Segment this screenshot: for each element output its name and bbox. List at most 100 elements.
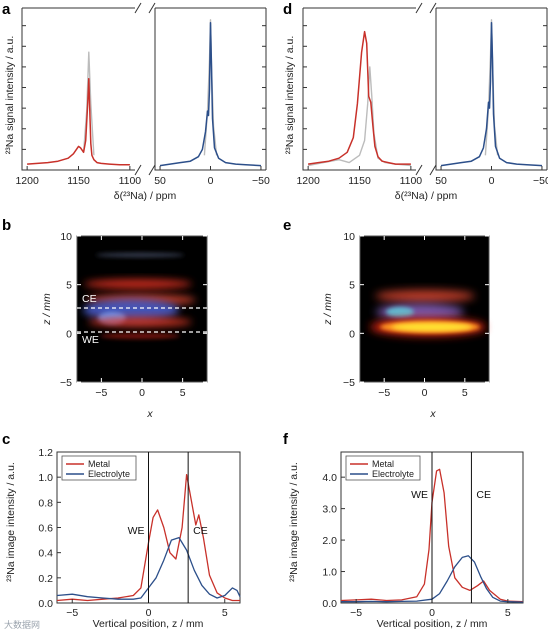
y-tick-label: 1.0: [38, 472, 53, 484]
panel-label-a: a: [2, 1, 11, 18]
y-tick-label: −5: [343, 377, 355, 389]
panel-label-b: b: [2, 217, 11, 234]
metal-profile-line: [56, 473, 240, 602]
y-tick-label: 10: [343, 231, 355, 243]
faint-band: [96, 252, 184, 258]
x-axis-label: δ(²³Na) / ppm: [114, 190, 177, 202]
legend-label: Electrolyte: [372, 469, 414, 479]
x-tick-label: −5: [95, 387, 107, 399]
ce-label: CE: [193, 525, 208, 537]
x-tick-label: 1200: [15, 175, 39, 187]
we-label: WE: [128, 525, 145, 537]
we-metal-band: [88, 317, 192, 327]
legend-label: Metal: [372, 459, 394, 469]
y-axis-label: ²³Na image intensity / a.u.: [288, 462, 300, 582]
x-tick-label: 0: [422, 387, 428, 399]
x-tick-label: 0: [146, 607, 152, 619]
x-tick-label: 1150: [348, 175, 371, 187]
panel-label-e: e: [283, 217, 291, 234]
we-label: WE: [82, 334, 99, 346]
y-tick-label: 0: [349, 328, 355, 340]
x-tick-label: 5: [462, 387, 468, 399]
metal-hotspot: [392, 323, 472, 331]
x-tick-label: −50: [533, 175, 548, 187]
y-tick-label: 10: [60, 231, 72, 243]
legend-label: Electrolyte: [88, 469, 130, 479]
y-tick-label: −5: [60, 377, 72, 389]
spectrum-panel-a: ²³Na signal intensity / a.u. 1200 1150 110…: [4, 2, 270, 202]
y-tick-label: 0.2: [38, 573, 53, 585]
ce-label: CE: [476, 489, 491, 501]
ce-label: CE: [82, 293, 97, 305]
we-label: WE: [411, 489, 428, 501]
metal-spectrum-line: [27, 77, 130, 166]
x-tick-label: −5: [66, 607, 78, 619]
x-tick-label: 5: [222, 607, 228, 619]
y-tick-label: 5: [66, 280, 72, 292]
axis-break-mark: [134, 2, 142, 14]
axis-break-mark: [148, 164, 156, 176]
ce-metal-band: [84, 279, 192, 289]
metal-spectrum-line: [307, 30, 411, 165]
right-axis-frame: [154, 8, 266, 171]
electrolyte-hotspot: [386, 307, 414, 317]
x-tick-label: −5: [378, 387, 390, 399]
axis-break-mark: [429, 2, 437, 14]
axis-break-mark: [429, 164, 437, 176]
y-tick-label: 1.0: [322, 567, 337, 579]
x-tick-label: 1150: [67, 175, 90, 187]
spectrum-panel-d: ²³Na signal intensity / a.u. 1200 1150 110…: [284, 2, 548, 202]
y-tick-label: 0: [66, 328, 72, 340]
y-tick-label: 0.0: [322, 598, 337, 610]
upper-metal-band: [375, 290, 475, 302]
x-axis-label: Vertical position, z / mm: [377, 618, 488, 630]
y-axis-label: z / mm: [322, 293, 334, 326]
x-tick-label: 0: [429, 607, 435, 619]
profile-panel-f: ²³Na image intensity / a.u. −5 0 5 0.0 1.0 2.…: [288, 451, 524, 630]
x-tick-label: 5: [505, 607, 511, 619]
panel-label-c: c: [2, 431, 10, 448]
x-tick-label: 50: [435, 175, 447, 187]
y-tick-label: 0.6: [38, 523, 53, 535]
right-axis-frame: [435, 8, 547, 171]
x-axis-label: Vertical position, z / mm: [93, 618, 204, 630]
y-tick-label: 3.0: [322, 504, 337, 516]
y-tick-label: 0.8: [38, 497, 53, 509]
x-tick-label: 1200: [296, 175, 320, 187]
legend-box: [345, 455, 421, 481]
electrolyte-spectrum-line: [440, 21, 543, 167]
panel-label-d: d: [283, 1, 292, 18]
panel-label-f: f: [283, 431, 289, 448]
legend-box: [61, 455, 137, 481]
x-tick-label: 5: [180, 387, 186, 399]
reference-spectrum-line: [82, 51, 95, 156]
profile-panel-c: ²³Na image intensity / a.u. −5 0 5 0.0 0.2 0.…: [5, 447, 241, 630]
axis-break-mark: [415, 164, 423, 176]
mri-image-panel-b: −5 0 5 −5 0 5 10 CE WE z / mm x: [41, 231, 208, 420]
y-tick-label: 5: [349, 280, 355, 292]
metal-profile-line: [340, 468, 524, 603]
x-tick-label: 50: [154, 175, 166, 187]
y-axis-label: ²³Na signal intensity / a.u.: [4, 36, 16, 154]
y-tick-label: 1.2: [38, 447, 53, 459]
y-tick-label: 0.4: [38, 548, 53, 560]
y-tick-label: 4.0: [322, 472, 337, 484]
left-axis-frame: [21, 8, 135, 171]
left-axis-frame: [302, 8, 416, 171]
electrolyte-spectrum-line: [159, 21, 262, 167]
we-lower-band: [100, 333, 180, 339]
axis-break-mark: [148, 2, 156, 14]
legend-label: Metal: [88, 459, 110, 469]
x-tick-label: 0: [208, 175, 214, 187]
electrolyte-profile-line: [341, 555, 524, 603]
mri-image-panel-e: −5 0 5 −5 0 5 10 z / mm x: [322, 231, 490, 420]
electrolyte-profile-line: [56, 536, 241, 600]
y-tick-label: 0.0: [38, 598, 53, 610]
axis-break-mark: [415, 2, 423, 14]
y-axis-label: z / mm: [41, 293, 53, 326]
y-tick-label: 2.0: [322, 535, 337, 547]
watermark: 大数据网: [4, 619, 40, 630]
x-tick-label: −50: [252, 175, 270, 187]
x-tick-label: −5: [350, 607, 362, 619]
